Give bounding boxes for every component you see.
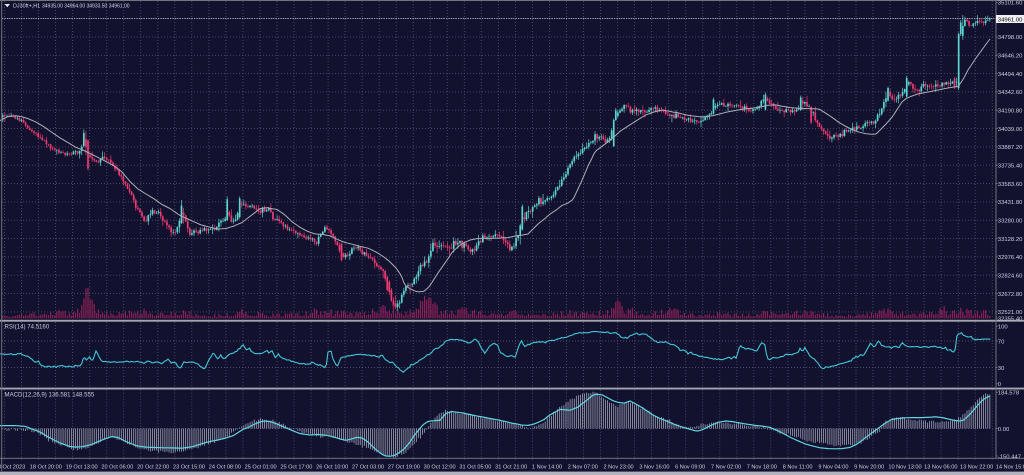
svg-text:DJ30ft+,H1: DJ30ft+,H1	[13, 4, 40, 10]
svg-text:34935.00 34964.00 34933.50 349: 34935.00 34964.00 34933.50 34961.00	[42, 4, 130, 10]
svg-text:34342.60: 34342.60	[998, 90, 1023, 96]
svg-text:3 Nov 16:00: 3 Nov 16:00	[639, 464, 669, 470]
svg-text:20 Oct 06:00: 20 Oct 06:00	[101, 464, 133, 470]
svg-text:33887.20: 33887.20	[998, 145, 1023, 151]
svg-text:-150.447: -150.447	[998, 454, 1021, 460]
svg-text:14 Nov 15:00: 14 Nov 15:00	[996, 464, 1024, 470]
svg-text:19 Oct 13:00: 19 Oct 13:00	[66, 464, 98, 470]
svg-text:0.00: 0.00	[998, 427, 1010, 433]
svg-text:18 Oct 2023: 18 Oct 2023	[0, 464, 25, 470]
svg-text:184.578: 184.578	[998, 391, 1020, 397]
svg-text:23 Oct 15:00: 23 Oct 15:00	[173, 464, 205, 470]
svg-text:20 Oct 22:00: 20 Oct 22:00	[137, 464, 169, 470]
svg-text:32355.40: 32355.40	[998, 316, 1023, 322]
svg-text:33280.00: 33280.00	[998, 219, 1023, 225]
svg-text:30 Oct 12:00: 30 Oct 12:00	[424, 464, 456, 470]
svg-text:13 Nov 06:00: 13 Nov 06:00	[924, 464, 957, 470]
svg-text:7 Nov 18:00: 7 Nov 18:00	[747, 464, 777, 470]
svg-text:0: 0	[998, 382, 1002, 388]
svg-text:10 Nov 13:00: 10 Nov 13:00	[888, 464, 921, 470]
svg-text:9 Nov 20:00: 9 Nov 20:00	[854, 464, 884, 470]
svg-text:34961.00: 34961.00	[998, 18, 1023, 24]
svg-text:27 Oct 03:00: 27 Oct 03:00	[352, 464, 384, 470]
svg-text:34494.40: 34494.40	[998, 72, 1023, 78]
svg-text:35101.60: 35101.60	[998, 1, 1023, 7]
svg-text:34646.20: 34646.20	[998, 54, 1023, 60]
svg-text:31 Oct 21:00: 31 Oct 21:00	[495, 464, 527, 470]
svg-text:33431.80: 33431.80	[998, 200, 1023, 206]
svg-text:26 Oct 10:00: 26 Oct 10:00	[316, 464, 348, 470]
svg-text:31 Oct 05:00: 31 Oct 05:00	[459, 464, 491, 470]
svg-text:24 Oct 08:00: 24 Oct 08:00	[209, 464, 241, 470]
svg-text:33583.60: 33583.60	[998, 182, 1023, 188]
svg-text:34190.80: 34190.80	[998, 109, 1023, 115]
svg-text:2 Nov 07:00: 2 Nov 07:00	[568, 464, 598, 470]
svg-text:32824.60: 32824.60	[998, 274, 1023, 280]
svg-text:13 Nov 22:00: 13 Nov 22:00	[960, 464, 993, 470]
svg-text:25 Oct 17:00: 25 Oct 17:00	[280, 464, 312, 470]
svg-text:34039.00: 34039.00	[998, 127, 1023, 133]
svg-text:6 Nov 09:00: 6 Nov 09:00	[675, 464, 705, 470]
svg-text:MACD(12,26,9) 136.581 148.555: MACD(12,26,9) 136.581 148.555	[5, 391, 95, 398]
svg-text:70: 70	[998, 339, 1005, 345]
svg-text:32672.80: 32672.80	[998, 292, 1023, 298]
svg-text:RSI(14) 74.5160: RSI(14) 74.5160	[5, 323, 50, 330]
svg-text:27 Oct 19:00: 27 Oct 19:00	[388, 464, 420, 470]
svg-text:33735.40: 33735.40	[998, 164, 1023, 170]
svg-text:32521.00: 32521.00	[998, 310, 1023, 316]
svg-text:33128.20: 33128.20	[998, 237, 1023, 243]
svg-text:2 Nov 23:00: 2 Nov 23:00	[604, 464, 634, 470]
svg-text:7 Nov 02:00: 7 Nov 02:00	[711, 464, 741, 470]
svg-text:1 Nov 14:00: 1 Nov 14:00	[532, 464, 562, 470]
svg-text:30: 30	[998, 366, 1005, 372]
svg-text:25 Oct 01:00: 25 Oct 01:00	[245, 464, 277, 470]
svg-text:9 Nov 04:00: 9 Nov 04:00	[818, 464, 848, 470]
svg-text:18 Oct 20:00: 18 Oct 20:00	[30, 464, 62, 470]
svg-text:32976.40: 32976.40	[998, 255, 1023, 261]
svg-text:8 Nov 11:00: 8 Nov 11:00	[783, 464, 813, 470]
svg-text:100: 100	[998, 325, 1009, 331]
svg-text:34798.00: 34798.00	[998, 35, 1023, 41]
